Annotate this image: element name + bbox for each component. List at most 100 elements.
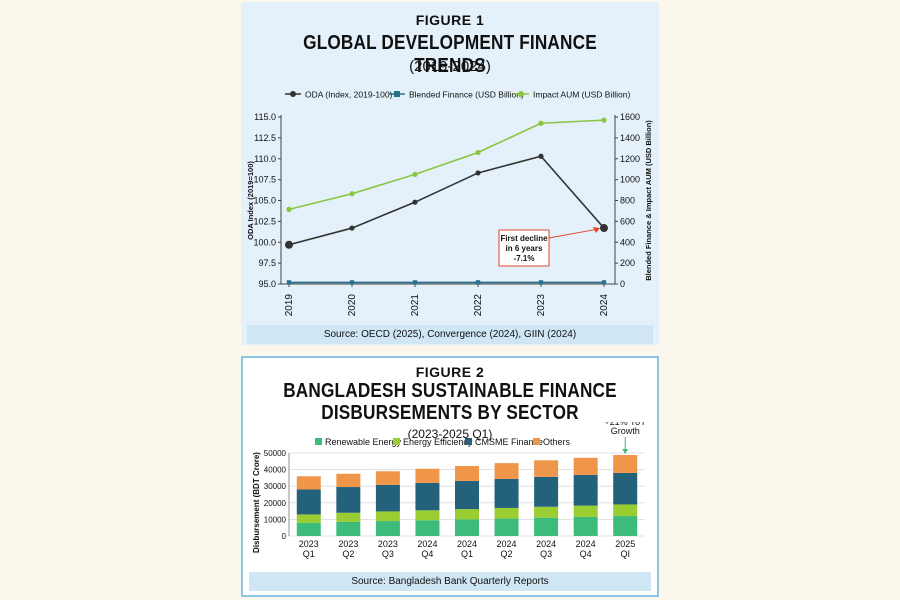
x-tick-label-year: 2025 — [615, 539, 635, 549]
x-tick-label: 2021 — [410, 294, 421, 317]
data-point — [600, 224, 608, 233]
bar-segment — [613, 504, 638, 517]
annotation-arrow — [548, 228, 599, 239]
bar-segment — [296, 514, 321, 523]
legend-label: Blended Finance (USD Billion) — [409, 90, 524, 100]
y-tick-label: 50000 — [264, 449, 287, 458]
left-tick-label: 102.5 — [253, 216, 276, 226]
data-point — [412, 280, 418, 285]
growth-label: +21% YoY — [604, 422, 646, 427]
bar-segment — [375, 484, 400, 512]
data-point — [412, 171, 418, 178]
bar-segment — [415, 520, 440, 536]
x-tick-label-quarter: Q4 — [580, 549, 592, 559]
bar-segment — [534, 476, 559, 507]
x-tick-label-year: 2024 — [457, 539, 477, 549]
x-tick-label-year: 2023 — [378, 539, 398, 549]
data-point — [349, 191, 355, 197]
right-tick-label: 0 — [620, 279, 625, 289]
figure-1-panel: FIGURE 1 GLOBAL DEVELOPMENT FINANCE TREN… — [241, 2, 659, 345]
left-tick-label: 100.0 — [253, 237, 276, 247]
left-tick-label: 112.5 — [254, 133, 276, 143]
bar-segment — [455, 509, 479, 520]
x-tick-label-year: 2024 — [417, 539, 437, 549]
right-tick-label: 800 — [620, 196, 635, 206]
bar-segment — [534, 460, 559, 477]
bar-segment — [455, 465, 479, 481]
bar-segment — [455, 519, 479, 536]
x-tick-label-quarter: Q1 — [303, 549, 315, 559]
left-tick-label: 107.5 — [253, 175, 276, 185]
bar-segment — [613, 472, 638, 505]
series-line — [288, 155, 605, 246]
y-tick-label: 20000 — [264, 499, 287, 508]
figure-1-label: FIGURE 1 — [415, 12, 485, 28]
bar-segment — [573, 505, 598, 517]
legend-marker — [394, 91, 400, 97]
right-axis-label: Blended Finance & Impact AUM (USD Billio… — [644, 120, 653, 281]
x-tick-label-year: 2023 — [338, 539, 358, 549]
figure-2-label: FIGURE 2 — [415, 364, 485, 380]
figure-2-chart: Renewable Energy Energy Efficiency CMSME F… — [252, 422, 646, 559]
x-tick-label-quarter: Q3 — [540, 549, 552, 559]
bar-segment — [375, 471, 400, 485]
figure-2-subtitle: (2023-2025 Q1) — [407, 427, 493, 441]
x-tick-label: 2019 — [284, 294, 295, 317]
bar-segment — [613, 516, 638, 536]
bar-segment — [534, 517, 559, 536]
right-tick-label: 200 — [620, 258, 635, 268]
bar-segment — [296, 522, 321, 536]
bar-segment — [494, 518, 519, 536]
legend-swatch — [393, 438, 400, 445]
data-point — [538, 153, 544, 159]
bar-segment — [494, 507, 519, 519]
legend-label: CMSME Finance — [475, 437, 543, 447]
growth-label: Growth — [611, 426, 640, 436]
figure-2-title-line2: DISBURSEMENTS BY SECTOR — [321, 402, 579, 424]
legend-label: Impact AUM (USD Billion) — [533, 90, 630, 100]
right-tick-label: 1400 — [620, 133, 640, 143]
x-tick-label: 2024 — [599, 294, 610, 317]
y-tick-label: 10000 — [264, 515, 287, 524]
right-tick-label: 1000 — [620, 175, 640, 185]
x-tick-label-year: 2024 — [497, 539, 517, 549]
right-tick-label: 1200 — [620, 154, 640, 164]
bar-segment — [613, 454, 638, 473]
data-point — [538, 120, 544, 126]
x-tick-label-quarter: Q2 — [501, 549, 513, 559]
x-tick-label-quarter: Q4 — [421, 549, 433, 559]
figure-1-chart: ODA (Index, 2019-100) Blended Finance (US… — [246, 90, 653, 317]
legend-label: Energy Efficiency — [403, 437, 473, 447]
x-tick-label-quarter: QI — [620, 549, 630, 559]
annotation-box — [498, 229, 550, 267]
legend-label: ODA (Index, 2019-100) — [305, 90, 393, 100]
x-tick-label: 2023 — [536, 294, 547, 317]
x-tick-label-quarter: Q1 — [461, 549, 473, 559]
figure-1-source: Source: OECD (2025), Convergence (2024),… — [247, 325, 653, 344]
x-tick-label-year: 2024 — [576, 539, 596, 549]
x-tick-label-quarter: Q3 — [382, 549, 394, 559]
legend-label: Renewable Energy — [325, 437, 402, 447]
bar-segment — [336, 512, 361, 522]
left-tick-label: 110.0 — [254, 154, 276, 164]
annotation-text: in 6 years — [506, 244, 543, 253]
figure-1-title: GLOBAL DEVELOPMENT FINANCE TRENDS — [303, 32, 597, 77]
bar-segment — [336, 521, 361, 536]
annotation-arrowhead — [593, 227, 600, 234]
bar-segment — [494, 478, 519, 508]
figure-1-subtitle: (2019-2024) — [409, 58, 491, 75]
data-point — [286, 206, 292, 212]
x-tick-label: 2022 — [473, 294, 484, 317]
data-point — [349, 280, 355, 285]
bar-segment — [573, 457, 598, 475]
x-tick-label-quarter: Q2 — [342, 549, 354, 559]
bar-segment — [573, 474, 598, 506]
data-point — [475, 149, 481, 156]
figure-2-panel: FIGURE 2 BANGLADESH SUSTAINABLE FINANCE … — [241, 356, 659, 597]
bar-segment — [296, 489, 321, 515]
figure-2-title-line1: BANGLADESH SUSTAINABLE FINANCE — [283, 380, 617, 402]
y-axis-label: Disbursement (BDT Crore) — [252, 452, 261, 553]
figure-2-source: Source: Bangladesh Bank Quarterly Report… — [249, 572, 651, 591]
annotation-text: -7.1% — [514, 254, 535, 263]
series-line — [288, 119, 605, 211]
